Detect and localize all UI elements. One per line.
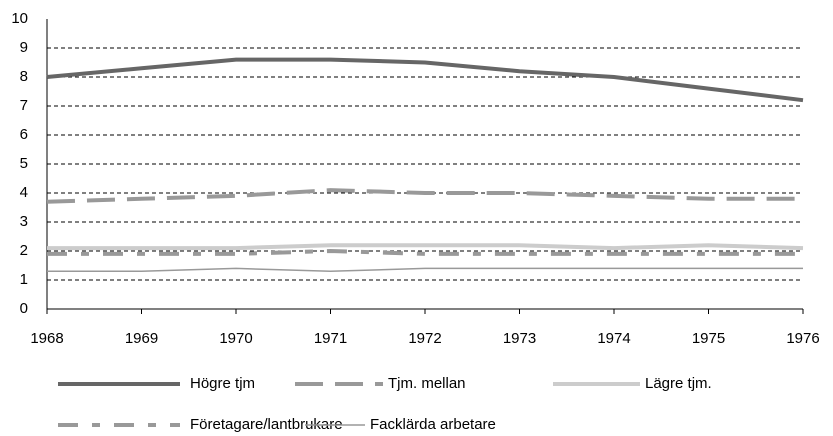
x-tick-label: 1968: [30, 330, 63, 347]
series-line: [47, 267, 803, 273]
y-tick-label: 1: [20, 271, 28, 288]
y-tick-label: 5: [20, 155, 28, 172]
legend-label: Högre tjm: [190, 375, 255, 392]
y-tick-label: 2: [20, 242, 28, 259]
series-line: [47, 243, 804, 251]
legend-label: Tjm. mellan: [388, 375, 466, 392]
legend-label: Företagare/lantbrukare: [190, 416, 343, 433]
y-tick-label: 8: [20, 68, 28, 85]
y-tick-label: 7: [20, 97, 28, 114]
x-tick-label: 1971: [314, 330, 347, 347]
x-tick-label: 1976: [786, 330, 819, 347]
y-tick-label: 6: [20, 126, 28, 143]
y-tick-label: 0: [20, 300, 28, 317]
x-tick-label: 1975: [692, 330, 725, 347]
legend-label: Facklärda arbetare: [370, 416, 496, 433]
y-tick-label: 4: [20, 184, 28, 201]
series-line: [46, 57, 804, 103]
x-tick-label: 1973: [503, 330, 536, 347]
y-tick-label: 3: [20, 213, 28, 230]
x-tick-label: 1970: [219, 330, 252, 347]
series-line: [46, 188, 803, 204]
x-tick-label: 1974: [597, 330, 630, 347]
x-tick-label: 1969: [125, 330, 158, 347]
y-tick-label: 9: [20, 39, 28, 56]
x-tick-label: 1972: [408, 330, 441, 347]
legend-label: Lägre tjm.: [645, 375, 712, 392]
series-line: [47, 248, 803, 256]
y-tick-label: 10: [11, 10, 28, 27]
